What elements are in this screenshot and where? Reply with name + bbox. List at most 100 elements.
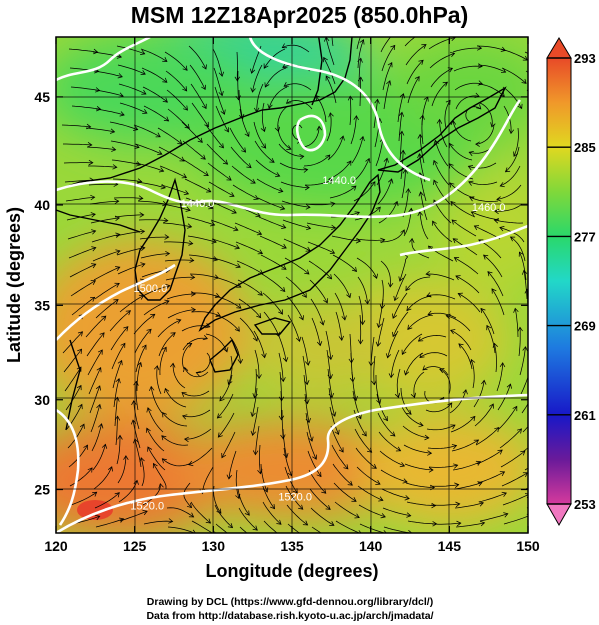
streamline-arrowhead: [329, 521, 335, 526]
streamline: [390, 349, 400, 378]
streamline-arrowhead: [418, 421, 424, 428]
streamline-arrowhead: [115, 266, 121, 272]
streamline: [427, 445, 457, 449]
streamline-arrowhead: [189, 257, 195, 263]
y-tick-label: 35: [34, 297, 50, 313]
streamline-arrowhead: [393, 295, 399, 302]
streamline-arrowhead: [359, 39, 365, 45]
streamline-arrowhead: [182, 65, 188, 71]
streamline: [382, 62, 393, 91]
streamline-arrowhead: [487, 271, 493, 277]
streamline: [263, 311, 280, 337]
streamline: [212, 257, 241, 268]
streamline: [520, 376, 528, 395]
streamline-arrowhead: [451, 219, 457, 225]
streamline-arrowhead: [408, 207, 414, 213]
streamline-arrowhead: [115, 249, 121, 255]
streamline: [451, 219, 477, 237]
streamline-arrowhead: [91, 229, 97, 235]
streamline-arrowhead: [90, 296, 96, 302]
streamline: [215, 314, 240, 332]
streamline-arrowhead: [338, 447, 344, 453]
streamline: [373, 355, 376, 385]
streamline: [91, 423, 102, 452]
streamline-arrowhead: [222, 159, 229, 165]
streamline: [210, 219, 239, 231]
streamline: [138, 219, 168, 222]
streamline-arrowhead: [521, 269, 528, 275]
streamline: [283, 238, 311, 252]
streamline-arrowhead: [250, 430, 256, 437]
streamline: [477, 471, 505, 484]
streamline: [278, 143, 304, 157]
streamline: [260, 463, 268, 493]
streamline: [140, 457, 145, 487]
streamline-arrowhead: [325, 504, 331, 510]
streamline: [430, 503, 460, 506]
streamline: [327, 135, 344, 161]
streamline: [309, 279, 328, 303]
streamline: [70, 86, 100, 91]
streamline: [468, 181, 498, 185]
streamline-arrowhead: [224, 127, 229, 133]
streamline-arrowhead: [468, 151, 474, 157]
streamline-arrowhead: [95, 385, 101, 391]
streamline: [251, 387, 258, 417]
streamline-arrowhead: [375, 341, 382, 347]
streamline-arrowhead: [281, 43, 288, 49]
streamline-arrowhead: [162, 97, 168, 103]
streamline-arrowhead: [357, 339, 364, 345]
streamline-arrowhead: [361, 431, 367, 437]
streamline: [434, 140, 449, 167]
x-tick-label: 120: [44, 538, 68, 554]
streamline: [431, 522, 461, 525]
streamline-arrowhead: [501, 491, 507, 497]
streamline: [355, 447, 377, 469]
streamline-arrowhead: [387, 282, 394, 288]
streamline-arrowhead: [221, 452, 227, 459]
streamline: [329, 185, 357, 199]
streamline-arrowhead: [316, 471, 322, 478]
streamline: [256, 178, 283, 192]
streamline: [483, 254, 503, 278]
streamline-arrowhead: [325, 75, 331, 81]
streamline-arrowhead: [328, 179, 334, 184]
streamline-arrowhead: [261, 353, 267, 359]
streamline: [157, 127, 183, 145]
streamline-arrowhead: [281, 243, 287, 249]
streamline-arrowhead: [223, 347, 229, 353]
streamline-arrowhead: [428, 467, 434, 473]
streamline-arrowhead: [76, 384, 82, 391]
streamline-arrowhead: [405, 188, 411, 194]
streamline: [307, 241, 335, 254]
streamline: [161, 203, 191, 211]
streamline-arrowhead: [88, 159, 94, 166]
streamline: [328, 387, 336, 417]
streamline-arrowhead: [77, 331, 84, 337]
streamline-arrowhead: [114, 415, 121, 421]
streamline: [166, 293, 196, 300]
streamline-arrowhead: [422, 365, 428, 371]
streamline: [358, 58, 362, 87]
streamline: [157, 319, 181, 338]
streamline: [164, 51, 188, 71]
streamline-arrowhead: [453, 257, 460, 262]
streamline-arrowhead: [119, 517, 125, 523]
streamline: [454, 502, 484, 509]
streamline: [359, 314, 362, 344]
streamline-arrowhead: [270, 504, 276, 510]
streamline-arrowhead: [419, 353, 425, 358]
streamline: [380, 260, 391, 287]
streamline: [143, 520, 173, 525]
streamline-arrowhead: [280, 377, 286, 383]
streamline-arrowhead: [513, 307, 519, 313]
streamline: [375, 138, 384, 167]
streamline: [159, 165, 187, 178]
streamline: [164, 259, 194, 262]
streamline-arrowhead: [323, 298, 329, 304]
x-tick-label: 135: [280, 538, 304, 554]
streamline: [498, 406, 518, 430]
streamline-arrowhead: [351, 185, 357, 191]
streamline: [407, 520, 437, 525]
streamline-arrowhead: [91, 246, 97, 252]
